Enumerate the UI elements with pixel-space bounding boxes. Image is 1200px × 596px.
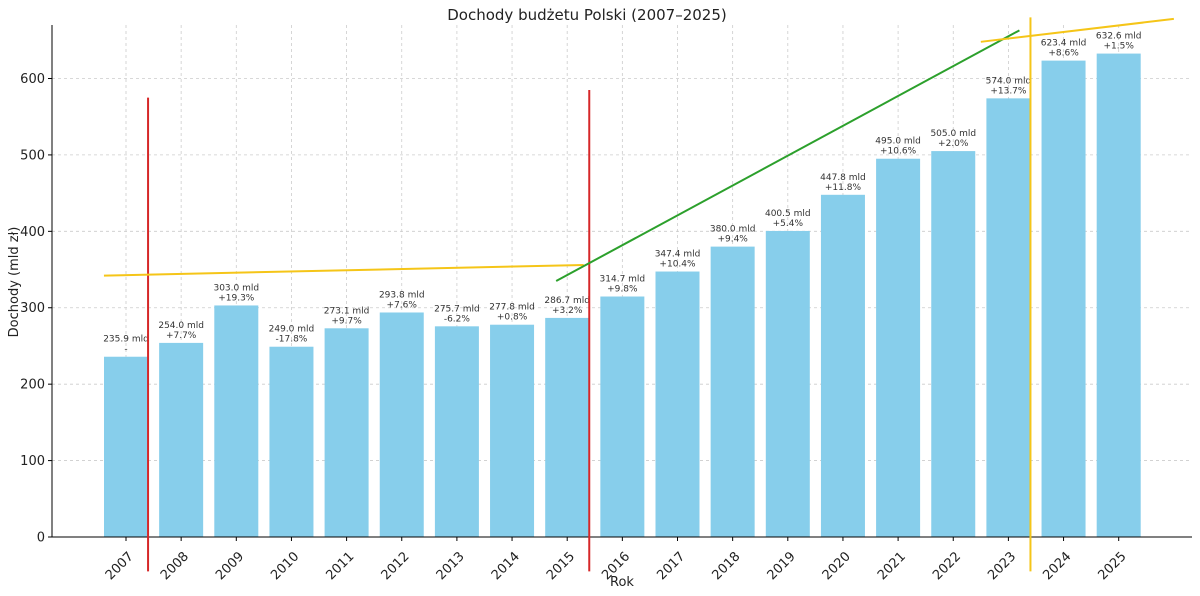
bar-value-label: 495.0 mld xyxy=(875,137,921,147)
x-tick-label: 2018 xyxy=(709,549,743,583)
bar-change-label: +10.6% xyxy=(880,147,917,157)
bar-value-label: 303.0 mld xyxy=(213,283,259,293)
bar-value-label: 574.0 mld xyxy=(986,76,1032,86)
bars xyxy=(104,53,1141,538)
bar xyxy=(876,158,921,538)
y-tick-label: 300 xyxy=(20,301,45,316)
x-tick-label: 2008 xyxy=(158,549,192,583)
bar-value-label: 400.5 mld xyxy=(765,209,811,219)
bar-value-label: 632.6 mld xyxy=(1096,32,1142,42)
x-tick-label: 2020 xyxy=(820,549,854,583)
x-tick-label: 2025 xyxy=(1096,549,1130,583)
x-tick-label: 2013 xyxy=(434,549,468,583)
bar xyxy=(104,356,148,537)
bar-change-label: +1.5% xyxy=(1103,42,1134,52)
x-tick-label: 2012 xyxy=(379,549,413,583)
bar-value-label: 447.8 mld xyxy=(820,173,866,183)
bar-value-label: 623.4 mld xyxy=(1041,39,1087,49)
bar xyxy=(159,342,204,537)
bar xyxy=(490,324,535,537)
bar xyxy=(765,230,810,537)
bar-value-label: 505.0 mld xyxy=(930,129,976,139)
x-tick-label: 2010 xyxy=(268,549,302,583)
bar xyxy=(324,328,369,537)
bar-value-label: 235.9 mld xyxy=(103,335,149,345)
bar-labels: 235.9 mld- 254.0 mld+7.7% 303.0 mld+19.3% 2… xyxy=(103,32,1141,355)
bar-value-label: 286.7 mld xyxy=(544,296,590,306)
bar xyxy=(379,312,424,537)
y-tick-label: 500 xyxy=(20,148,45,163)
bar-change-label: +9.7% xyxy=(331,316,362,326)
x-tick-label: 2022 xyxy=(930,549,964,583)
y-tick-label: 600 xyxy=(20,72,45,87)
y-axis-title: Dochody (mld zł) xyxy=(7,227,22,338)
y-tick-label: 400 xyxy=(20,225,45,240)
bar-value-label: 314.7 mld xyxy=(600,275,646,285)
bar-value-label: 273.1 mld xyxy=(324,306,370,316)
bar xyxy=(434,326,479,537)
bar-change-label: +8.6% xyxy=(1048,49,1079,59)
bar xyxy=(655,271,700,537)
bar-change-label: +11.8% xyxy=(825,183,862,193)
bar-change-label: +2.0% xyxy=(938,139,969,149)
bar xyxy=(931,151,976,538)
bar-value-label: 293.8 mld xyxy=(379,290,425,300)
bar-value-label: 347.4 mld xyxy=(655,250,701,260)
bar xyxy=(214,305,259,537)
bar xyxy=(269,346,314,537)
x-tick-label: 2021 xyxy=(875,549,909,583)
bar-change-label: +9.8% xyxy=(607,285,638,295)
y-ticks: 0 100 200 300 400 500 600 xyxy=(20,72,52,546)
x-tick-label: 2019 xyxy=(765,549,799,583)
bar-value-label: 275.7 mld xyxy=(434,304,480,314)
bar xyxy=(600,296,645,537)
x-tick-label: 2014 xyxy=(489,549,523,583)
bar-change-label: +7.7% xyxy=(166,331,197,341)
bar-change-label: - xyxy=(124,345,127,355)
bar-change-label: +7.6% xyxy=(387,300,418,310)
trend-line xyxy=(555,29,1020,282)
bar-change-label: +0.8% xyxy=(497,313,528,323)
bar xyxy=(1096,53,1141,538)
bar xyxy=(710,246,755,537)
x-tick-label: 2011 xyxy=(323,549,357,583)
y-tick-label: 0 xyxy=(37,531,45,546)
y-tick-label: 200 xyxy=(20,378,45,393)
x-tick-label: 2024 xyxy=(1040,549,1074,583)
bar-value-label: 277.8 mld xyxy=(489,303,535,313)
bar-change-label: +13.7% xyxy=(990,86,1027,96)
annotations xyxy=(103,17,1174,572)
bar-change-label: -17.8% xyxy=(276,335,308,345)
x-tick-label: 2015 xyxy=(544,549,578,583)
bar-change-label: -6.2% xyxy=(444,314,471,324)
bar xyxy=(545,317,590,537)
bar-value-label: 380.0 mld xyxy=(710,225,756,235)
bar-value-label: 254.0 mld xyxy=(158,321,204,331)
x-tick-label: 2023 xyxy=(985,549,1019,583)
y-tick-label: 100 xyxy=(20,454,45,469)
bar xyxy=(820,194,865,537)
x-axis-title: Rok xyxy=(610,575,634,590)
bar xyxy=(1041,60,1086,537)
x-tick-label: 2009 xyxy=(213,549,247,583)
chart-title: Dochody budżetu Polski (2007–2025) xyxy=(447,6,726,24)
bar xyxy=(986,98,1031,537)
bar-change-label: +9.4% xyxy=(717,235,748,245)
bar-change-label: +10.4% xyxy=(659,260,696,270)
bar-change-label: +19.3% xyxy=(218,293,255,303)
x-tick-label: 2017 xyxy=(654,549,688,583)
trend-line xyxy=(103,263,584,277)
bar-change-label: +3.2% xyxy=(552,306,583,316)
trend-line xyxy=(980,17,1174,43)
bar-value-label: 249.0 mld xyxy=(269,325,315,335)
x-tick-label: 2007 xyxy=(103,549,137,583)
bar-change-label: +5.4% xyxy=(773,219,804,229)
